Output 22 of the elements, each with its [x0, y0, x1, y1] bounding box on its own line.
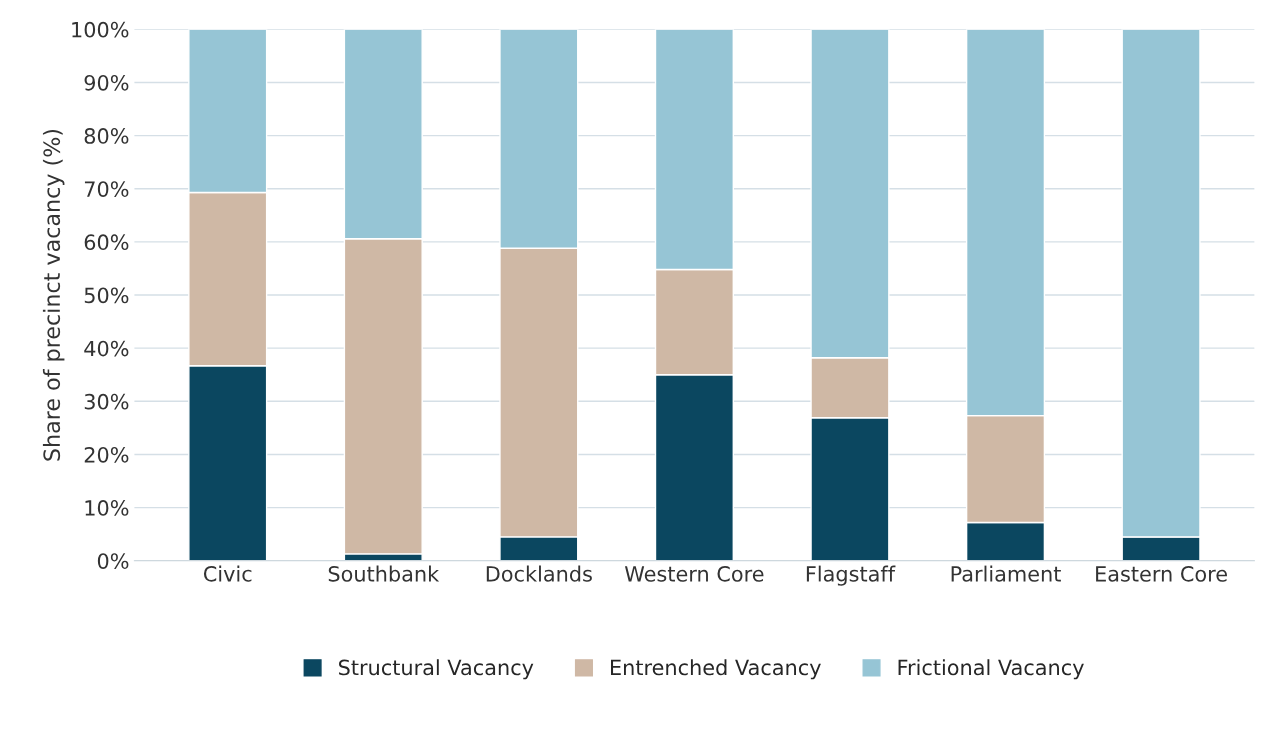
- y-axis-title: Share of precinct vacancy (%): [42, 129, 65, 461]
- x-tick-label: Docklands: [486, 565, 592, 582]
- y-tick-label: 10%: [85, 500, 129, 516]
- y-tick-label: 80%: [84, 128, 129, 144]
- legend-label: Frictional Vacancy: [898, 659, 1084, 680]
- x-tick-label: Western Core: [624, 565, 764, 582]
- x-tick-label: Flagstaff: [806, 565, 896, 586]
- y-tick-label: 50%: [84, 287, 129, 304]
- y-tick-label: 70%: [84, 181, 129, 197]
- y-tick-label: 20%: [84, 446, 129, 463]
- x-tick-label: Eastern Core: [1096, 565, 1227, 582]
- x-tick-label: Parliament: [951, 565, 1061, 582]
- x-tick-label: Civic: [203, 565, 252, 582]
- y-tick-label: 0%: [97, 553, 129, 569]
- legend-label: Entrenched Vacancy: [611, 659, 821, 680]
- y-tick-label: 100%: [72, 21, 129, 38]
- legend-label: Structural Vacancy: [338, 659, 534, 680]
- y-tick-label: 30%: [84, 393, 129, 410]
- y-tick-label: 40%: [84, 340, 129, 357]
- y-tick-label: 90%: [84, 74, 129, 91]
- x-tick-label: Southbank: [328, 565, 440, 582]
- y-tick-label: 60%: [84, 234, 129, 251]
